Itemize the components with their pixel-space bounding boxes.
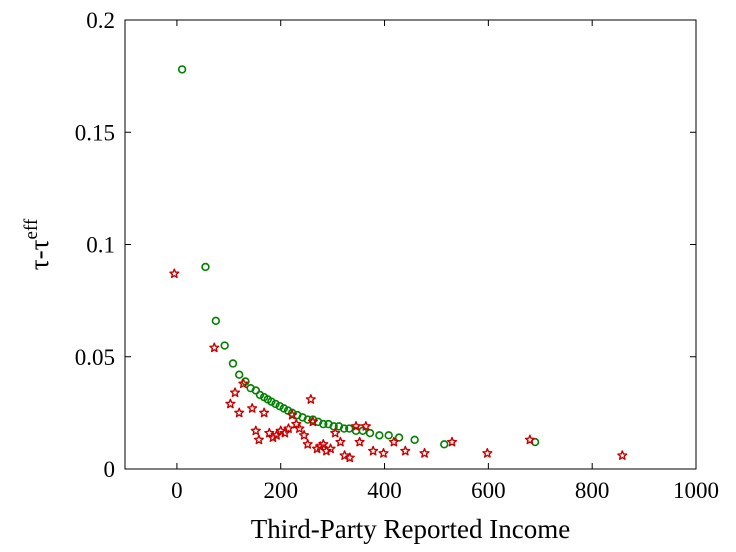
data-point-star bbox=[299, 430, 310, 440]
data-point-circle bbox=[440, 440, 449, 449]
data-point-circle bbox=[319, 419, 328, 429]
x-axis-label: Third-Party Reported Income bbox=[251, 514, 570, 544]
data-point-circle bbox=[358, 426, 367, 436]
x-tick-label: 1000 bbox=[673, 478, 719, 503]
data-point-star bbox=[400, 445, 411, 456]
y-tick-label: 0 bbox=[104, 457, 116, 482]
plot-area bbox=[124, 19, 697, 470]
data-point-star bbox=[446, 436, 458, 447]
series-circle bbox=[177, 65, 540, 449]
data-point-star bbox=[234, 407, 245, 418]
data-point-star bbox=[354, 436, 365, 447]
data-point-star bbox=[250, 425, 261, 436]
data-point-star bbox=[335, 436, 346, 447]
data-point-circle bbox=[201, 262, 210, 272]
data-point-star bbox=[264, 427, 275, 438]
data-point-star bbox=[247, 403, 258, 413]
data-point-star bbox=[238, 378, 249, 389]
data-point-circle bbox=[365, 428, 375, 438]
x-tick-label: 0 bbox=[171, 478, 183, 503]
data-point-star bbox=[330, 427, 341, 438]
x-tick-label: 800 bbox=[575, 478, 610, 503]
data-point-circle bbox=[339, 424, 349, 433]
series-star bbox=[169, 268, 628, 463]
data-point-circle bbox=[228, 359, 238, 368]
data-point-circle bbox=[384, 431, 393, 440]
x-axis-tick-labels: 0 200 400 600 800 1000 bbox=[171, 478, 719, 503]
data-point-star bbox=[339, 450, 350, 460]
data-point-star bbox=[388, 436, 399, 447]
y-axis-label-base: τ-τ bbox=[24, 239, 54, 270]
x-tick-label: 400 bbox=[367, 478, 402, 503]
y-axis-label: τ-τeff bbox=[21, 218, 54, 270]
data-point-circle bbox=[211, 316, 221, 326]
data-point-star bbox=[482, 447, 493, 458]
data-point-star bbox=[325, 443, 336, 454]
data-point-star bbox=[305, 394, 316, 404]
data-point-circle bbox=[251, 386, 261, 395]
y-axis-ticks bbox=[125, 19, 696, 470]
x-tick-label: 200 bbox=[263, 478, 298, 503]
y-axis-tick-labels: 0 0.05 0.1 0.15 0.2 bbox=[75, 8, 115, 482]
data-point-star bbox=[229, 387, 241, 398]
data-point-circle bbox=[279, 404, 289, 413]
data-point-circle bbox=[177, 65, 187, 74]
data-point-circle bbox=[329, 422, 338, 431]
data-point-circle bbox=[394, 433, 404, 442]
data-point-star bbox=[225, 398, 236, 409]
data-point-circle bbox=[375, 431, 384, 440]
data-point-star bbox=[294, 423, 305, 434]
y-tick-label: 0.05 bbox=[75, 345, 115, 370]
data-point-star bbox=[169, 268, 180, 279]
data-point-circle bbox=[267, 397, 276, 406]
data-point-star bbox=[524, 434, 535, 445]
x-axis-ticks bbox=[176, 20, 697, 469]
data-point-circle bbox=[235, 370, 244, 379]
data-point-circle bbox=[410, 435, 419, 445]
data-point-star bbox=[318, 439, 329, 449]
y-tick-label: 0.1 bbox=[86, 233, 115, 258]
data-point-star bbox=[291, 418, 302, 429]
data-point-star bbox=[360, 421, 371, 431]
data-point-circle bbox=[220, 341, 229, 350]
data-point-star bbox=[617, 450, 628, 460]
data-point-star bbox=[259, 407, 270, 418]
data-point-star bbox=[283, 423, 294, 434]
data-point-star bbox=[368, 445, 379, 456]
data-point-star bbox=[419, 447, 430, 458]
data-point-star bbox=[307, 416, 318, 427]
data-point-star bbox=[350, 421, 362, 431]
y-tick-label: 0.2 bbox=[86, 8, 115, 33]
y-tick-label: 0.15 bbox=[75, 120, 115, 145]
data-point-star bbox=[209, 342, 220, 353]
series-layer bbox=[169, 65, 628, 463]
data-point-star bbox=[253, 434, 264, 445]
data-point-star bbox=[287, 409, 298, 420]
data-point-circle bbox=[271, 399, 280, 409]
data-point-star bbox=[302, 439, 313, 449]
data-point-star bbox=[344, 452, 355, 463]
data-point-star bbox=[267, 432, 279, 442]
data-point-circle bbox=[255, 390, 265, 400]
data-point-star bbox=[378, 447, 389, 458]
data-point-circle bbox=[275, 401, 284, 411]
x-tick-label: 600 bbox=[471, 478, 506, 503]
y-axis-label-superscript: eff bbox=[21, 218, 42, 239]
data-point-star bbox=[321, 445, 332, 456]
